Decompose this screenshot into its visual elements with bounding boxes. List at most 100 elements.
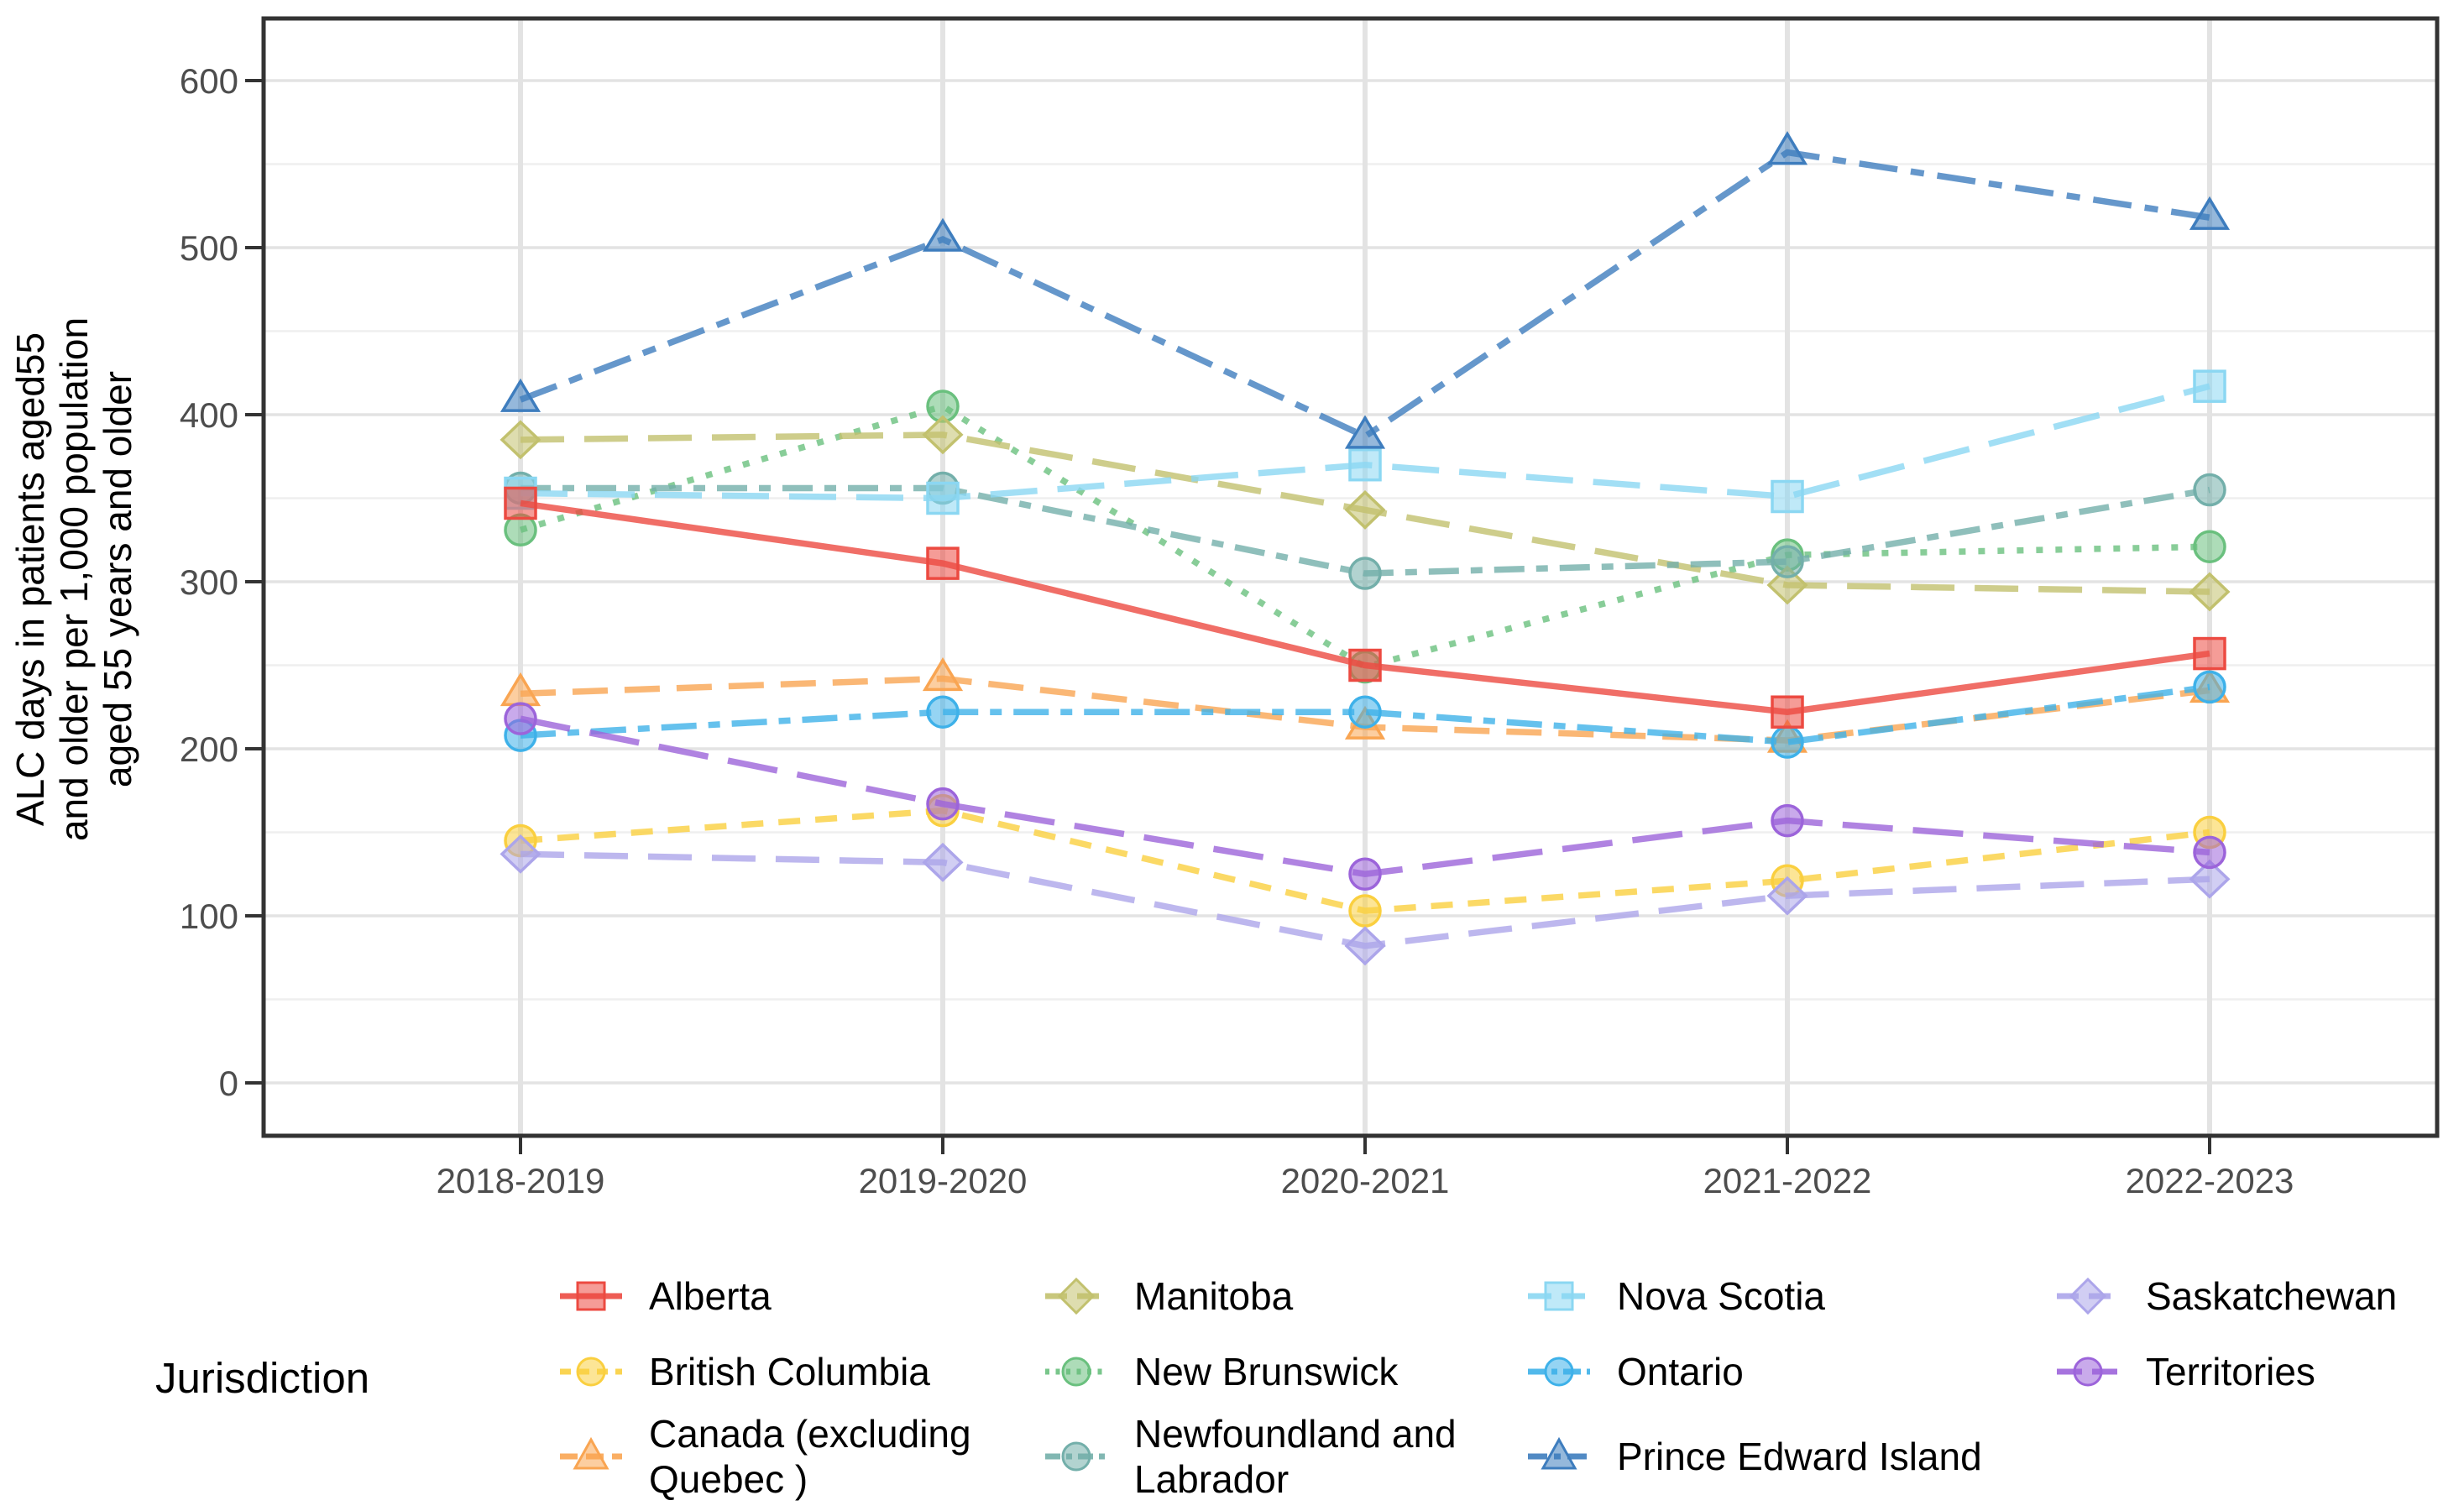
diamond-marker-icon (2069, 1277, 2107, 1315)
legend-label-line: Prince Edward Island (1617, 1435, 1982, 1478)
marker-saskatchewan (922, 842, 964, 882)
marker-ontario (2193, 670, 2226, 704)
y-tick-label: 600 (180, 61, 238, 101)
legend-item-newfoundland-and-labrador: Newfoundland and Labrador (1044, 1407, 1457, 1506)
legend-key-ontario (1528, 1357, 1590, 1387)
legend-item-manitoba: Manitoba (1044, 1270, 1293, 1322)
marker-prince-edward-island (922, 217, 964, 252)
legend-label-british-columbia: British Columbia (649, 1349, 930, 1394)
legend-label-canada-excluding-quebec: Canada (excluding Quebec ) (649, 1411, 971, 1502)
legend-label-line: Saskatchewan (2146, 1274, 2398, 1318)
marker-prince-edward-island (2189, 196, 2231, 230)
legend-key-prince-edward-island (1528, 1436, 1590, 1470)
y-axis-title-line: aged 55 years and older (96, 370, 139, 788)
x-tick-label: 2019-2020 (859, 1161, 1028, 1200)
marker-ontario (1771, 725, 1804, 759)
legend-label-line: British Columbia (649, 1350, 930, 1393)
legend-key-canada-excluding-quebec (560, 1436, 622, 1470)
legend-item-territories: Territories (2055, 1346, 2315, 1398)
marker-saskatchewan (2189, 859, 2231, 899)
legend-key-british-columbia (560, 1357, 622, 1387)
marker-new-brunswick (2193, 530, 2226, 563)
marker-newfoundland-and-labrador (1348, 557, 1382, 590)
marker-alberta (1348, 648, 1382, 682)
legend-label-line: Quebec ) (649, 1457, 808, 1501)
legend-label-line: Manitoba (1134, 1274, 1294, 1318)
legend-label-line: Alberta (649, 1274, 772, 1318)
marker-territories (926, 787, 960, 821)
legend-label-line: New Brunswick (1134, 1350, 1399, 1393)
marker-territories (504, 702, 537, 735)
series-line-prince-edward-island (519, 149, 2210, 441)
x-tick-label: 2020-2021 (1281, 1161, 1450, 1200)
legend-item-canada-excluding-quebec: Canada (excluding Quebec ) (558, 1407, 971, 1506)
marker-nova-scotia (926, 481, 960, 515)
legend-key-newfoundland-and-labrador (1045, 1441, 1107, 1472)
legend-label-line: Newfoundland and (1134, 1412, 1457, 1456)
square-marker-icon (576, 1281, 606, 1311)
y-tick-label: 0 (219, 1064, 238, 1103)
series-line-new-brunswick (519, 402, 2210, 671)
legend-label-line: Canada (excluding (649, 1412, 971, 1456)
marker-nova-scotia (2193, 369, 2226, 403)
marker-saskatchewan (500, 834, 541, 874)
marker-alberta (926, 546, 960, 580)
marker-canada-excluding-quebec (500, 672, 541, 707)
marker-newfoundland-and-labrador (1771, 545, 1804, 578)
legend-item-ontario: Ontario (1526, 1346, 1744, 1398)
legend-label-line: Territories (2146, 1350, 2315, 1393)
marker-nova-scotia (1348, 447, 1382, 482)
legend-label-line: Nova Scotia (1617, 1274, 1826, 1318)
legend-label-new-brunswick: New Brunswick (1134, 1349, 1398, 1394)
legend-item-new-brunswick: New Brunswick (1044, 1346, 1398, 1398)
legend-label-ontario: Ontario (1617, 1349, 1744, 1394)
y-tick-label: 400 (180, 395, 238, 435)
legend-key-nova-scotia (1528, 1281, 1590, 1311)
legend-label-line: Labrador (1134, 1457, 1290, 1501)
marker-territories (1771, 803, 1804, 838)
marker-saskatchewan (1344, 926, 1386, 966)
legend-key-territories (2057, 1357, 2119, 1387)
marker-manitoba (1766, 565, 1808, 605)
y-tick-label: 500 (180, 228, 238, 268)
legend-label-line: Ontario (1617, 1350, 1744, 1393)
legend-key-alberta (560, 1281, 622, 1311)
marker-saskatchewan (1766, 876, 1808, 916)
y-axis-title-line: and older per 1,000 population (52, 316, 96, 842)
legend-item-nova-scotia: Nova Scotia (1526, 1270, 1825, 1322)
marker-alberta (504, 486, 537, 520)
square-marker-icon (1544, 1281, 1574, 1311)
legend-key-new-brunswick (1045, 1357, 1107, 1387)
y-axis-title: ALC days in patients aged55 and older pe… (8, 285, 139, 873)
legend-item-saskatchewan: Saskatchewan (2055, 1270, 2397, 1322)
legend-item-british-columbia: British Columbia (558, 1346, 930, 1398)
marker-ontario (1348, 695, 1382, 729)
marker-territories (1348, 857, 1382, 891)
legend-item-alberta: Alberta (558, 1270, 772, 1322)
legend-key-saskatchewan (2057, 1277, 2119, 1315)
y-tick-label: 100 (180, 897, 238, 936)
marker-manitoba (2189, 572, 2231, 612)
legend-key-manitoba (1045, 1277, 1107, 1315)
marker-canada-excluding-quebec (922, 657, 964, 692)
legend-label-territories: Territories (2146, 1349, 2315, 1394)
x-tick-label: 2022-2023 (2126, 1161, 2294, 1200)
x-tick-label: 2018-2019 (437, 1161, 605, 1200)
marker-prince-edward-island (500, 378, 541, 412)
legend-title: Jurisdiction (155, 1354, 370, 1402)
legend-label-saskatchewan: Saskatchewan (2146, 1273, 2397, 1319)
marker-manitoba (922, 415, 964, 455)
x-tick-label: 2021-2022 (1703, 1161, 1872, 1200)
marker-manitoba (1344, 490, 1386, 530)
legend-label-nova-scotia: Nova Scotia (1617, 1273, 1825, 1319)
circle-marker-icon (1061, 1441, 1091, 1472)
legend-label-prince-edward-island: Prince Edward Island (1617, 1434, 1982, 1479)
marker-newfoundland-and-labrador (2193, 473, 2226, 507)
panel-border (261, 16, 2440, 1138)
marker-british-columbia (1348, 894, 1382, 928)
triangle-marker-icon (1541, 1436, 1577, 1470)
marker-territories (2193, 835, 2226, 870)
marker-ontario (926, 695, 960, 729)
